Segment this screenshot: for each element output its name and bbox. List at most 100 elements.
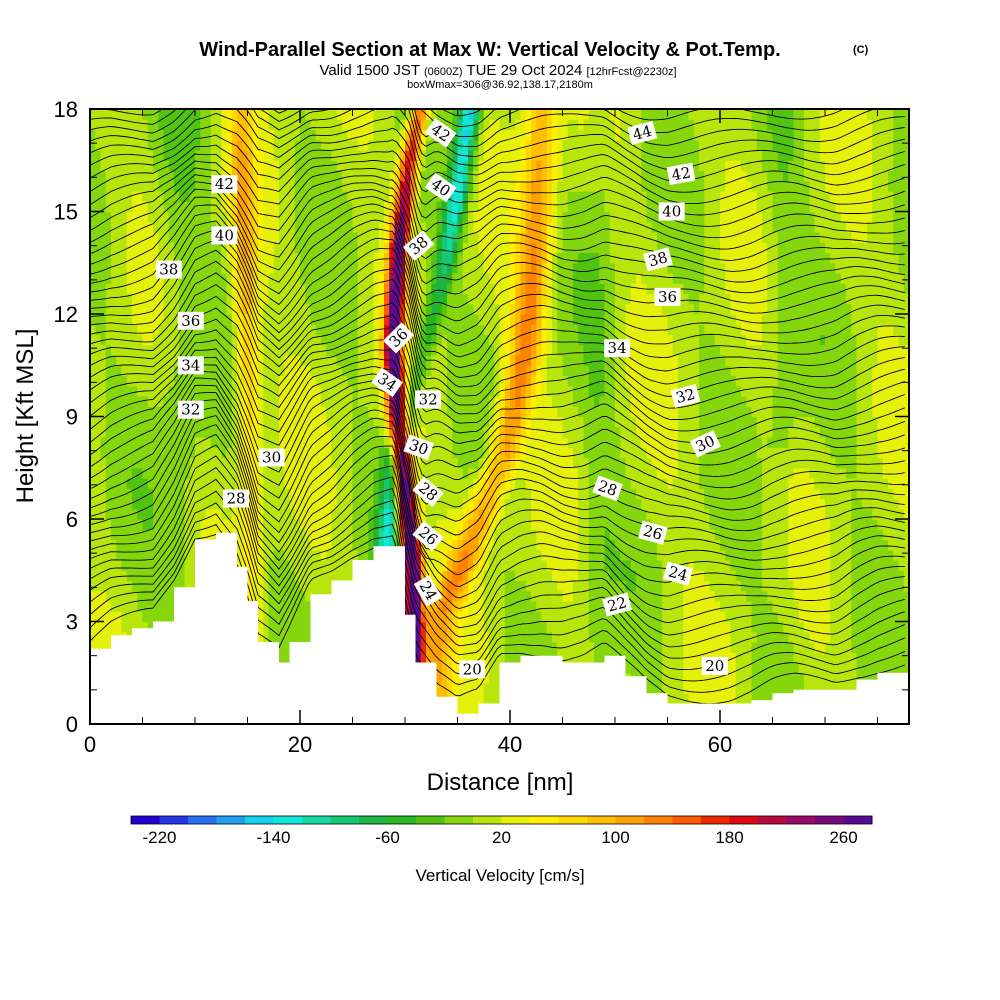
velocity-cell	[504, 180, 511, 192]
velocity-cell	[342, 191, 348, 202]
velocity-cell	[111, 334, 117, 346]
velocity-cell	[168, 426, 175, 438]
velocity-cell	[420, 201, 427, 213]
velocity-cell	[263, 191, 270, 202]
velocity-cell	[189, 426, 196, 438]
velocity-cell	[273, 570, 280, 582]
velocity-cell	[247, 457, 254, 469]
velocity-cell	[111, 580, 117, 592]
velocity-cell	[384, 283, 390, 295]
velocity-cell	[279, 478, 285, 489]
velocity-cell	[100, 201, 107, 213]
velocity-cell	[95, 344, 102, 356]
velocity-cell	[189, 488, 196, 500]
velocity-cell	[174, 539, 180, 551]
velocity-cell	[195, 498, 201, 510]
velocity-cell	[462, 129, 469, 141]
velocity-cell	[294, 303, 301, 315]
velocity-cell	[447, 334, 453, 346]
velocity-cell	[189, 416, 196, 428]
velocity-cell	[174, 437, 180, 448]
velocity-cell	[121, 447, 128, 459]
velocity-cell	[331, 355, 338, 366]
velocity-cell	[489, 180, 495, 192]
velocity-cell	[373, 119, 380, 131]
velocity-cell	[483, 334, 490, 346]
velocity-cell	[384, 160, 390, 172]
velocity-cell	[142, 590, 149, 602]
velocity-cell	[321, 211, 327, 223]
velocity-cell	[247, 416, 254, 428]
velocity-cell	[483, 150, 490, 161]
velocity-cell	[132, 150, 138, 161]
velocity-cell	[426, 426, 432, 438]
velocity-cell	[368, 242, 375, 254]
velocity-cell	[368, 437, 375, 448]
velocity-cell	[111, 180, 117, 192]
velocity-cell	[457, 447, 464, 459]
velocity-cell	[420, 344, 427, 356]
velocity-cell	[483, 642, 490, 653]
velocity-cell	[273, 385, 280, 397]
velocity-cell	[373, 129, 380, 141]
velocity-cell	[436, 283, 443, 295]
velocity-cell	[258, 273, 264, 284]
velocity-cell	[111, 467, 117, 479]
velocity-cell	[494, 355, 501, 366]
velocity-cell	[158, 150, 165, 161]
velocity-cell	[504, 303, 511, 315]
velocity-cell	[342, 293, 348, 305]
velocity-cell	[158, 303, 165, 315]
velocity-cell	[247, 150, 254, 161]
velocity-cell	[462, 201, 469, 213]
velocity-cell	[447, 365, 453, 377]
velocity-cell	[242, 549, 249, 561]
velocity-cell	[116, 191, 123, 202]
velocity-cell	[226, 344, 233, 356]
velocity-cell	[368, 283, 375, 295]
velocity-cell	[252, 242, 259, 254]
velocity-cell	[121, 273, 128, 284]
velocity-cell	[489, 139, 495, 151]
velocity-cell	[263, 570, 270, 582]
velocity-cell	[273, 406, 280, 418]
velocity-cell	[294, 508, 301, 520]
velocity-cell	[126, 355, 133, 366]
velocity-cell	[420, 293, 427, 305]
velocity-cell	[289, 129, 296, 141]
velocity-cell	[310, 314, 317, 325]
velocity-cell	[473, 385, 480, 397]
velocity-cell	[105, 560, 112, 571]
velocity-cell	[520, 519, 527, 530]
velocity-cell	[368, 406, 375, 418]
velocity-cell	[405, 375, 411, 387]
velocity-cell	[431, 426, 438, 438]
velocity-cell	[147, 539, 154, 551]
velocity-cell	[100, 447, 107, 459]
velocity-cell	[368, 549, 375, 561]
velocity-cell	[389, 467, 396, 479]
velocity-cell	[174, 191, 180, 202]
velocity-cell	[116, 396, 123, 407]
velocity-cell	[142, 262, 149, 274]
velocity-cell	[420, 549, 427, 561]
velocity-cell	[342, 201, 348, 213]
velocity-cell	[510, 601, 516, 612]
velocity-cell	[457, 642, 464, 653]
velocity-cell	[347, 385, 354, 397]
velocity-cell	[462, 642, 469, 653]
velocity-cell	[153, 293, 159, 305]
velocity-cell	[95, 221, 102, 233]
velocity-cell	[289, 508, 296, 520]
velocity-cell	[310, 303, 317, 315]
velocity-cell	[132, 232, 138, 243]
velocity-cell	[252, 160, 259, 172]
velocity-cell	[221, 283, 228, 295]
velocity-cell	[216, 447, 222, 459]
velocity-cell	[378, 150, 385, 161]
velocity-cell	[105, 426, 112, 438]
velocity-cell	[441, 560, 448, 571]
velocity-cell	[252, 180, 259, 192]
velocity-cell	[431, 437, 438, 448]
velocity-cell	[242, 232, 249, 243]
